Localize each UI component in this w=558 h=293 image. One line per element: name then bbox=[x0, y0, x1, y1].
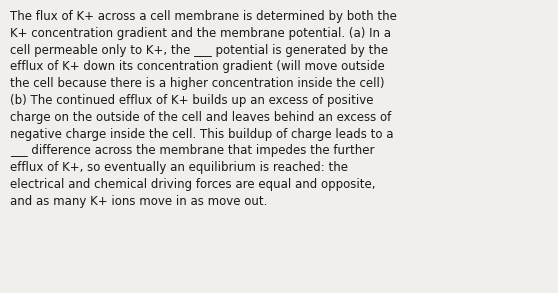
Text: The flux of K+ across a cell membrane is determined by both the
K+ concentration: The flux of K+ across a cell membrane is… bbox=[10, 10, 397, 208]
